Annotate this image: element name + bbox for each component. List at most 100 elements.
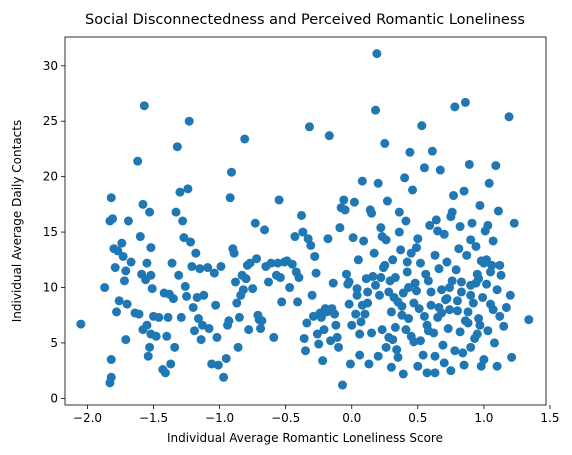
scatter-point	[294, 273, 304, 283]
scatter-point	[380, 138, 390, 148]
scatter-point	[142, 258, 152, 268]
scatter-point	[298, 227, 308, 237]
scatter-point	[456, 277, 466, 287]
scatter-point	[404, 314, 414, 324]
scatter-point	[375, 290, 384, 300]
scatter-point	[216, 261, 226, 271]
scatter-point	[293, 297, 303, 307]
scatter-point	[401, 216, 411, 226]
scatter-point	[386, 362, 396, 372]
scatter-point	[466, 235, 476, 245]
scatter-point	[290, 232, 300, 242]
scatter-point	[331, 320, 341, 330]
scatter-point	[162, 331, 172, 341]
x-tick-label: −1.5	[139, 411, 168, 425]
scatter-point	[472, 329, 482, 339]
scatter-point	[373, 178, 383, 188]
scatter-point	[459, 186, 469, 196]
scatter-point	[299, 333, 309, 343]
scatter-point	[319, 325, 329, 335]
scatter-point	[229, 248, 239, 258]
scatter-point	[191, 248, 201, 258]
scatter-point	[227, 167, 236, 177]
scatter-point	[460, 316, 470, 326]
x-tick-label: 1.0	[474, 411, 493, 425]
scatter-point	[266, 258, 276, 268]
scatter-point	[430, 368, 440, 378]
scatter-point	[408, 185, 418, 195]
scatter-point	[134, 309, 144, 319]
scatter-point	[363, 287, 373, 297]
scatter-point	[367, 328, 377, 338]
scatter-point	[425, 220, 435, 230]
x-axis-label: Individual Average Romantic Loneliness S…	[167, 431, 443, 445]
scatter-point	[312, 329, 322, 339]
scatter-point	[496, 270, 506, 280]
scatter-point	[483, 326, 493, 336]
y-axis-label: Individual Average Daily Contacts	[10, 120, 24, 322]
scatter-point	[126, 257, 136, 267]
scatter-point	[238, 285, 248, 295]
scatter-point	[143, 351, 153, 361]
scatter-point	[397, 301, 407, 311]
scatter-point	[356, 317, 366, 327]
scatter-point	[447, 276, 457, 286]
scatter-point	[188, 302, 198, 312]
scatter-point	[195, 264, 205, 274]
scatter-point	[459, 360, 469, 370]
scatter-point	[495, 260, 505, 270]
scatter-point	[118, 251, 128, 261]
scatter-point	[304, 122, 314, 132]
scatter-point	[468, 298, 478, 308]
y-tick-label: 0	[50, 391, 58, 405]
x-axis-ticks: −2.0 −1.5 −1.0 −0.5 0.0 0.5 1.0 1.5	[73, 405, 560, 425]
scatter-point	[180, 281, 190, 291]
scatter-point	[145, 207, 155, 217]
scatter-point	[364, 359, 374, 369]
scatter-point	[240, 134, 250, 144]
scatter-point	[171, 207, 181, 217]
plot-frame	[64, 36, 547, 406]
y-tick-label: 25	[43, 114, 58, 128]
scatter-point	[466, 290, 476, 300]
scatter-point	[123, 216, 133, 226]
scatter-point	[491, 161, 501, 171]
scatter-point	[339, 195, 349, 205]
scatter-point	[427, 146, 437, 156]
scatter-point	[423, 326, 433, 336]
scatter-point	[359, 236, 369, 246]
scatter-point	[455, 327, 465, 337]
scatter-point	[108, 214, 118, 224]
scatter-point	[458, 348, 468, 358]
x-tick-label: 0.0	[342, 411, 361, 425]
x-tick-label: −2.0	[73, 411, 102, 425]
scatter-point	[433, 226, 443, 236]
scatter-point	[417, 121, 427, 131]
scatter-point	[306, 240, 316, 250]
scatter-point	[413, 234, 423, 244]
scatter-point	[401, 325, 411, 335]
scatter-point	[221, 353, 231, 363]
scatter-point	[376, 273, 386, 283]
scatter-point	[106, 193, 116, 203]
scatter-point	[163, 312, 173, 322]
scatter-point	[393, 352, 403, 362]
scatter-point	[232, 298, 242, 308]
scatter-point	[438, 340, 448, 350]
scatter-point	[431, 215, 441, 225]
scatter-point	[285, 283, 295, 293]
scatter-point	[501, 302, 511, 312]
scatter-point	[450, 346, 460, 356]
x-tick-label: −0.5	[271, 411, 300, 425]
scatter-point	[446, 212, 456, 222]
scatter-point	[347, 320, 357, 330]
scatter-point	[135, 232, 145, 242]
scatter-point	[230, 277, 240, 287]
scatter-point	[394, 227, 404, 237]
scatter-point	[402, 257, 412, 267]
scatter-point	[351, 309, 361, 319]
scatter-point	[394, 207, 404, 217]
scatter-point	[341, 269, 351, 279]
scatter-point	[445, 305, 455, 315]
